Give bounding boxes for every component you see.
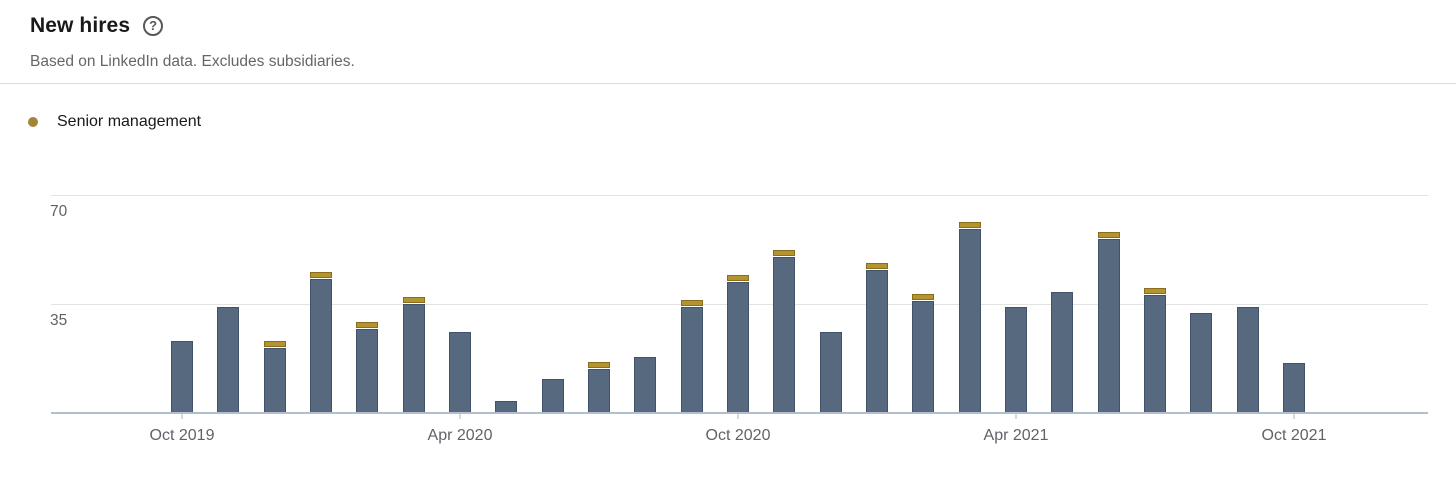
- bar-segment-total: [959, 229, 981, 413]
- bar-segment-total: [1190, 313, 1212, 413]
- x-axis-tick: [737, 414, 739, 419]
- bar-segment-senior-management: [264, 341, 286, 347]
- bar-jul-2021[interactable]: [1144, 288, 1166, 413]
- bar-segment-total: [1098, 239, 1120, 413]
- bar-aug-2021[interactable]: [1190, 313, 1212, 413]
- bar-segment-total: [217, 307, 239, 413]
- bar-apr-2020[interactable]: [449, 332, 471, 413]
- bar-segment-senior-management: [773, 250, 795, 256]
- x-axis-label: Oct 2019: [149, 427, 215, 444]
- bar-oct-2021[interactable]: [1283, 363, 1305, 413]
- bar-segment-total: [820, 332, 842, 413]
- bar-segment-total: [1005, 307, 1027, 413]
- bar-segment-total: [1283, 363, 1305, 413]
- bar-oct-2019[interactable]: [171, 341, 193, 413]
- bar-jun-2021[interactable]: [1098, 232, 1120, 413]
- bar-apr-2021[interactable]: [1005, 307, 1027, 413]
- bar-segment-senior-management: [681, 300, 703, 306]
- bar-dec-2020[interactable]: [820, 332, 842, 413]
- bar-jan-2020[interactable]: [310, 272, 332, 413]
- bar-mar-2021[interactable]: [959, 222, 981, 413]
- legend-item: Senior management: [28, 113, 201, 131]
- bar-segment-senior-management: [356, 322, 378, 328]
- bar-may-2021[interactable]: [1051, 292, 1073, 413]
- bar-aug-2020[interactable]: [634, 357, 656, 413]
- bar-oct-2020[interactable]: [727, 275, 749, 413]
- bar-nov-2019[interactable]: [217, 307, 239, 413]
- x-axis-label: Oct 2020: [705, 427, 771, 444]
- bar-segment-total: [356, 329, 378, 413]
- bar-segment-total: [588, 369, 610, 413]
- y-axis-label: 70: [50, 203, 68, 220]
- x-axis-baseline: [51, 412, 1428, 414]
- x-axis-tick: [459, 414, 461, 419]
- x-axis-tick: [1015, 414, 1017, 419]
- bar-segment-total: [1051, 292, 1073, 413]
- gridline-70: [51, 195, 1428, 196]
- x-axis-tick: [1293, 414, 1295, 419]
- bar-segment-senior-management: [403, 297, 425, 303]
- x-axis-tick: [181, 414, 183, 419]
- help-icon[interactable]: ?: [143, 16, 164, 36]
- bar-jan-2021[interactable]: [866, 263, 888, 413]
- bar-mar-2020[interactable]: [403, 297, 425, 413]
- bar-nov-2020[interactable]: [773, 250, 795, 413]
- x-axis-label: Apr 2021: [983, 427, 1049, 444]
- panel-header: New hires ?: [30, 14, 164, 38]
- bar-jul-2020[interactable]: [588, 362, 610, 413]
- bar-feb-2020[interactable]: [356, 322, 378, 413]
- bar-segment-senior-management: [959, 222, 981, 228]
- bar-feb-2021[interactable]: [912, 294, 934, 413]
- bar-segment-total: [403, 304, 425, 413]
- bar-segment-total: [171, 341, 193, 413]
- bar-segment-total: [634, 357, 656, 413]
- bar-jun-2020[interactable]: [542, 379, 564, 413]
- bar-segment-total: [542, 379, 564, 413]
- bar-segment-senior-management: [588, 362, 610, 368]
- bar-may-2020[interactable]: [495, 401, 517, 413]
- bar-segment-total: [310, 279, 332, 413]
- x-axis-label: Oct 2021: [1261, 427, 1327, 444]
- bar-segment-total: [1144, 295, 1166, 413]
- bar-sep-2021[interactable]: [1237, 307, 1259, 413]
- bar-segment-senior-management: [1144, 288, 1166, 294]
- y-axis-label: 35: [50, 312, 68, 329]
- bar-segment-senior-management: [310, 272, 332, 278]
- bar-segment-senior-management: [1098, 232, 1120, 238]
- legend-dot-icon: [28, 117, 38, 127]
- bar-segment-total: [264, 348, 286, 413]
- bar-segment-total: [681, 307, 703, 413]
- bar-segment-total: [866, 270, 888, 413]
- header-divider: [0, 83, 1456, 84]
- page-title: New hires: [30, 14, 131, 37]
- legend-label: Senior management: [57, 113, 202, 130]
- bar-dec-2019[interactable]: [264, 341, 286, 413]
- page-subtitle: Based on LinkedIn data. Excludes subsidi…: [30, 53, 355, 70]
- bar-segment-total: [912, 301, 934, 413]
- bar-segment-senior-management: [866, 263, 888, 269]
- bar-segment-total: [773, 257, 795, 413]
- bar-segment-total: [495, 401, 517, 413]
- bar-segment-total: [449, 332, 471, 413]
- chart-legend: Senior management: [28, 113, 201, 131]
- bar-segment-total: [727, 282, 749, 413]
- bar-segment-senior-management: [912, 294, 934, 300]
- bar-sep-2020[interactable]: [681, 300, 703, 413]
- x-axis-label: Apr 2020: [427, 427, 493, 444]
- bar-segment-senior-management: [727, 275, 749, 281]
- bar-segment-total: [1237, 307, 1259, 413]
